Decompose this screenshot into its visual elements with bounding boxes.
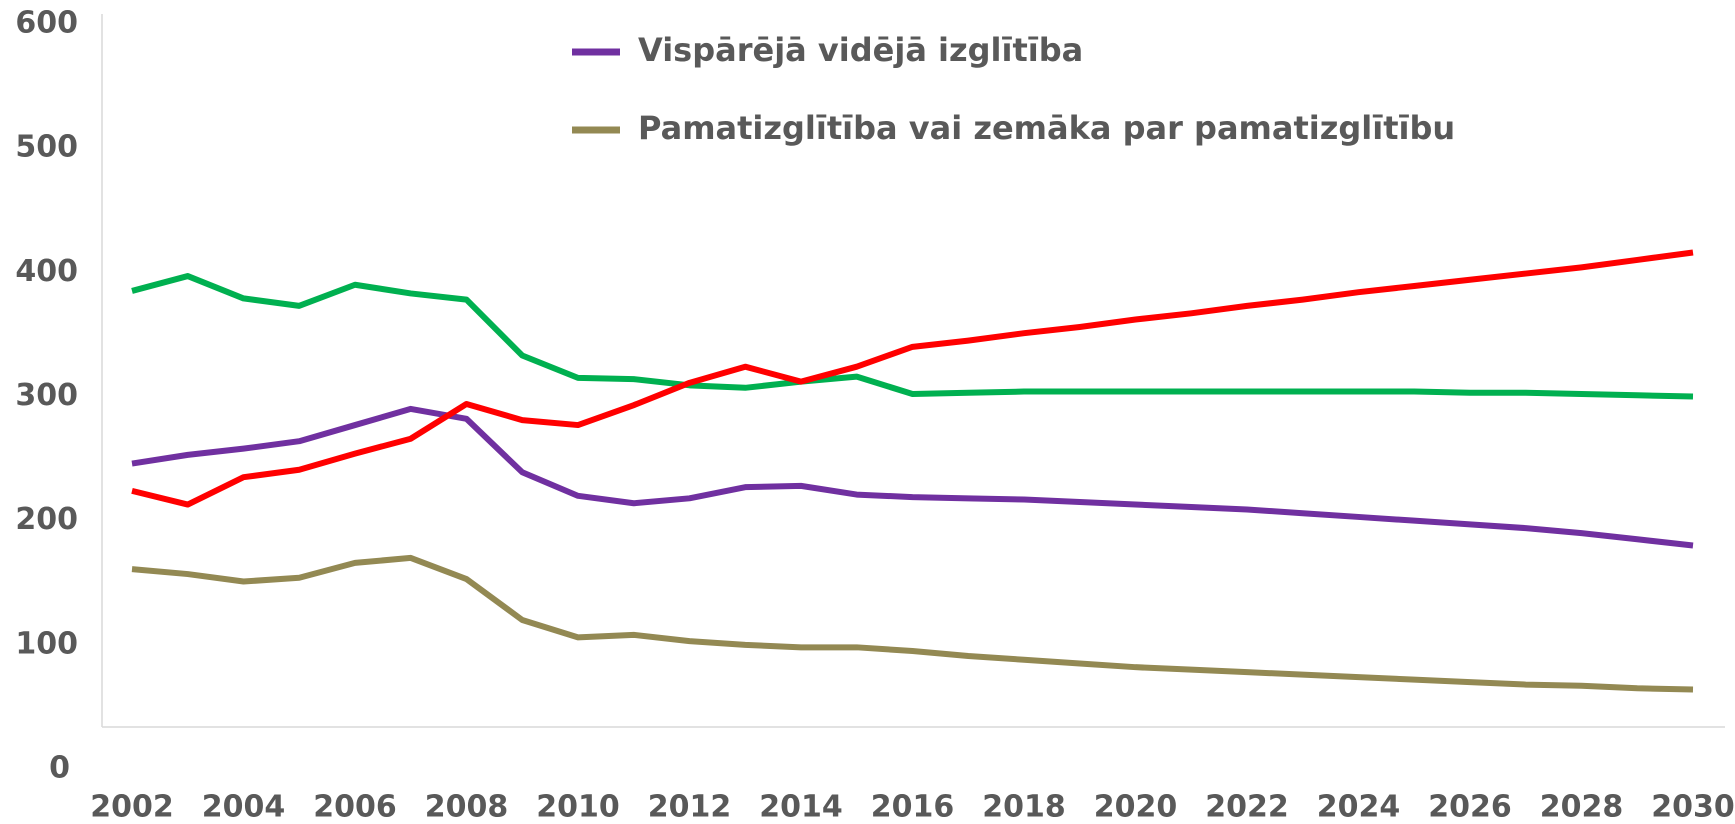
y-tick-label: 100 — [15, 626, 78, 661]
x-tick-label: 2014 — [759, 790, 843, 824]
x-tick-label: 2018 — [982, 790, 1066, 824]
x-tick-label: 2008 — [425, 790, 509, 824]
x-tick-label: 2010 — [536, 790, 620, 824]
x-tick-label: 2002 — [90, 790, 174, 824]
x-tick-label: 2028 — [1540, 790, 1624, 824]
y-tick-label: 400 — [15, 254, 78, 289]
x-tick-label: 2022 — [1205, 790, 1289, 824]
legend-label: Vispārējā vidējā izglītība — [638, 31, 1083, 69]
y-tick-label: 300 — [15, 378, 78, 413]
x-tick-label: 2016 — [871, 790, 955, 824]
y-tick-label: 200 — [15, 502, 78, 537]
series-line — [131, 405, 1694, 549]
series-line — [131, 273, 1694, 400]
x-tick-label: 2004 — [202, 790, 286, 824]
legend-label: Pamatizglītība vai zemāka par pamatizglī… — [638, 109, 1455, 147]
series-line — [131, 249, 1694, 508]
x-tick-label: 2006 — [313, 790, 397, 824]
x-tick-label: 2012 — [648, 790, 732, 824]
y-tick-label: 600 — [15, 6, 78, 41]
x-tick-label: 2026 — [1428, 790, 1512, 824]
x-tick-label: 2024 — [1317, 790, 1401, 824]
x-tick-label: 2020 — [1094, 790, 1178, 824]
x-tick-label: 2030 — [1651, 790, 1735, 824]
series-line — [131, 554, 1694, 693]
y-tick-label: 0 — [49, 751, 70, 786]
y-tick-label: 500 — [15, 130, 78, 165]
